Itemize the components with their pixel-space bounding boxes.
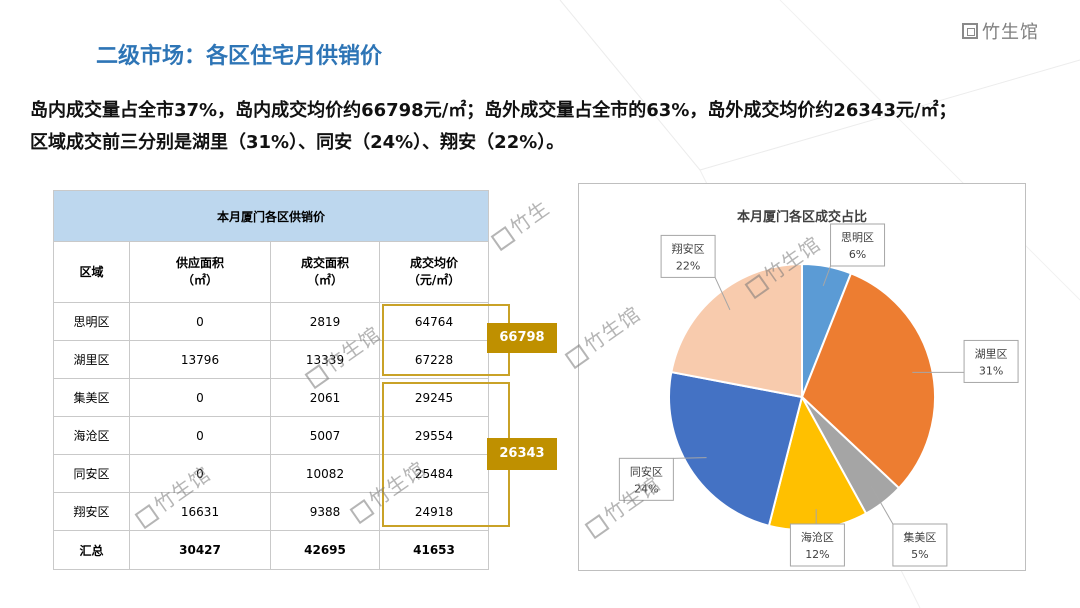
outer-avg-price-label: 26343 [487, 438, 557, 470]
supply-sales-table: 本月厦门各区供销价 区域 供应面积 （㎡） 成交面积 （㎡） 成交均价 （元/㎡） 思明区 0… [52, 190, 490, 570]
table-row: 思明区 0 2819 64764 [53, 302, 490, 341]
percent-label: 5% [911, 548, 928, 561]
percent-label: 12% [805, 548, 829, 561]
brand-logo: 竹生馆 [962, 18, 1039, 44]
table-total-row: 汇总 30427 42695 41653 [53, 530, 490, 570]
pie-chart: 思明区 6% 湖里区 31% 集美区 5% 海沧区 12% 同安区 24% 翔安区 22% [618, 223, 1019, 567]
data-label-box [789, 523, 845, 567]
table-row: 同安区 0 10082 25484 [53, 454, 490, 493]
category-label: 海沧区 [801, 530, 834, 544]
summary-line-2: 区域成交前三分别是湖里（31%）、同安（24%）、翔安（22%）。 [30, 132, 565, 153]
district-cell: 思明区 [53, 302, 130, 341]
district-cell: 同安区 [53, 454, 130, 493]
table-row: 集美区 0 2061 29245 [53, 378, 490, 417]
table-header-cell: 区域 [53, 241, 130, 303]
brand-logo-icon [962, 23, 978, 39]
value-cell: 0 [129, 454, 271, 493]
island-avg-price-label: 66798 [487, 323, 557, 353]
total-cell: 汇总 [53, 530, 130, 570]
value-cell: 13339 [270, 340, 380, 379]
total-cell: 30427 [129, 530, 271, 570]
category-label: 集美区 [903, 530, 936, 544]
table-body: 思明区 0 2819 64764 湖里区 13796 13339 67228 集美区 0 2061 2… [53, 302, 490, 531]
value-cell: 10082 [270, 454, 380, 493]
value-cell: 0 [129, 416, 271, 455]
percent-label: 24% [634, 482, 658, 495]
category-label: 翔安区 [672, 241, 705, 255]
value-cell: 0 [129, 378, 271, 417]
pie-slice [668, 370, 804, 528]
page-title: 二级市场：各区住宅月供销价 [96, 44, 383, 69]
table-header-cell: 成交均价 （元/㎡） [378, 241, 490, 303]
total-cell: 41653 [378, 530, 490, 570]
data-label-box [963, 339, 1019, 383]
value-cell: 13796 [129, 340, 271, 379]
district-cell: 海沧区 [53, 416, 130, 455]
leader-line [870, 486, 894, 525]
value-cell: 24918 [378, 492, 490, 531]
value-cell: 5007 [270, 416, 380, 455]
summary-line-1: 岛内成交量占全市37%，岛内成交均价约66798元/㎡；岛外成交量占全市的63%… [30, 100, 957, 121]
percent-label: 31% [979, 364, 1003, 377]
data-label-box [830, 223, 886, 267]
value-cell: 0 [129, 302, 271, 341]
table-header-row: 区域 供应面积 （㎡） 成交面积 （㎡） 成交均价 （元/㎡） [53, 241, 490, 303]
pie-slice [800, 272, 936, 490]
data-label-box [892, 523, 948, 567]
category-label: 湖里区 [975, 347, 1008, 360]
leader-line [822, 265, 832, 287]
table-header-cell: 供应面积 （㎡） [129, 241, 271, 303]
value-cell: 25484 [378, 454, 490, 493]
table-row: 湖里区 13796 13339 67228 [53, 340, 490, 379]
data-label-box [618, 457, 674, 501]
value-cell: 64764 [378, 302, 490, 341]
value-cell: 2819 [270, 302, 380, 341]
value-cell: 29554 [378, 416, 490, 455]
table-row: 翔安区 16631 9388 24918 [53, 492, 490, 531]
district-cell: 湖里区 [53, 340, 130, 379]
table-caption: 本月厦门各区供销价 [52, 190, 490, 242]
leader-line [714, 277, 731, 311]
pie-chart-panel: 本月厦门各区成交占比 思明区 6% 湖里区 31% 集美区 5% 海沧区 12% 同安区 24% 翔… [578, 183, 1026, 571]
pie-slice [670, 262, 803, 399]
total-cell: 42695 [270, 530, 380, 570]
chart-title: 本月厦门各区成交占比 [736, 210, 867, 225]
category-label: 同安区 [630, 464, 663, 478]
data-label-box [660, 234, 716, 278]
table-row: 海沧区 0 5007 29554 [53, 416, 490, 455]
value-cell: 67228 [378, 340, 490, 379]
percent-label: 6% [849, 248, 866, 261]
percent-label: 22% [676, 259, 700, 272]
leader-line [673, 457, 707, 459]
category-label: 思明区 [841, 231, 874, 244]
district-cell: 翔安区 [53, 492, 130, 531]
district-cell: 集美区 [53, 378, 130, 417]
summary-text: 岛内成交量占全市37%，岛内成交均价约66798元/㎡；岛外成交量占全市的63%… [30, 95, 1075, 159]
brand-logo-text: 竹生馆 [982, 22, 1039, 43]
value-cell: 29245 [378, 378, 490, 417]
table-header-cell: 成交面积 （㎡） [270, 241, 380, 303]
